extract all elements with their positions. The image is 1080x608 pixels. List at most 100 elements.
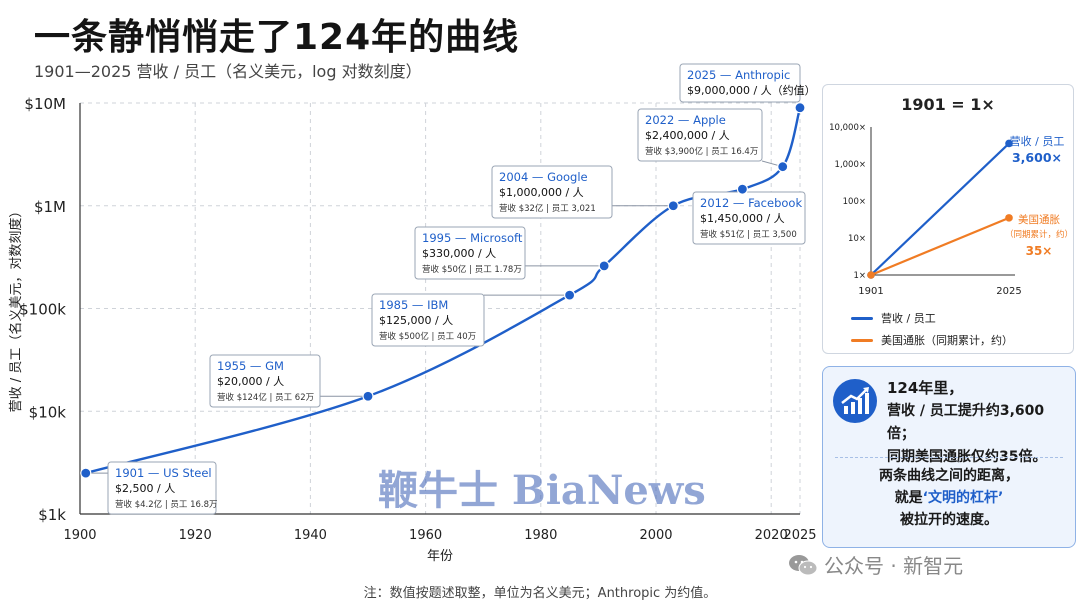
summary-line-2: 营收 / 员工提升约3,600倍； [887, 403, 1045, 442]
quote-line-3: 被拉开的速度。 [900, 512, 998, 528]
legend-swatch-orange [851, 338, 873, 342]
y-tick-label: $1M [34, 198, 66, 216]
main-chart: $1k $10k $100k $1M $10M 1900 1920 1940 1960 1980 2… [8, 63, 817, 564]
y-tick-label: $10k [29, 403, 67, 421]
annotation-box [371, 293, 485, 347]
inset-x-tick-label: 2025 [996, 286, 1021, 297]
footnote: 注：数值按题述取整，单位为名义美元；Anthropic 为约值。 [363, 586, 717, 601]
x-tick-label: 1960 [409, 528, 442, 543]
inset-y-tick-label: 100× [843, 197, 866, 207]
legend-swatch-blue [851, 316, 873, 320]
inset-end-value: 35× [1026, 244, 1053, 258]
data-point [598, 260, 610, 272]
data-point [777, 161, 789, 173]
inset-y-tick-label: 1,000× [835, 160, 866, 170]
annotation-detail: 营收 $3,900亿 | 员工 16.4万 [645, 146, 758, 157]
inset-series-line [870, 216, 1010, 277]
summary-quote: 两条曲线之间的距离， 就是‘文明的杠杆’ 被拉开的速度。 [823, 465, 1075, 531]
y-axis-label: 营收 / 员工（名义美元，对数刻度） [8, 205, 24, 413]
annotation-title: 1985 — IBM [379, 298, 448, 312]
summary-line-1: 124年里， [887, 379, 964, 397]
annotation-value: $1,450,000 / 人 [700, 212, 785, 225]
inset-data-point [1005, 139, 1013, 148]
inset-panel: 1901 = 1× 1× 10× 100× 1,000× 10,000× 1901 2025… [822, 84, 1074, 354]
page-subtitle: 1901—2025 营收 / 员工（名义美元，log 对数刻度） [34, 62, 422, 81]
inset-end-value: 3,600× [1012, 150, 1062, 165]
annotation-title: 2025 — Anthropic [687, 68, 790, 82]
inset-end-label: 美国通胀 [1018, 213, 1060, 226]
series-line [85, 107, 802, 475]
annotation-box [637, 108, 763, 162]
annotation-value: $9,000,000 / 人（约值） [687, 84, 816, 97]
annotation-title: 1995 — Microsoft [422, 231, 523, 245]
annotation-value: $20,000 / 人 [217, 375, 284, 388]
watermark: 鞭牛士 BiaNews [378, 467, 706, 514]
x-tick-label: 2020 [755, 528, 788, 543]
legend-item-revenue: 营收 / 员工 [851, 307, 1013, 329]
y-tick-label: $10M [24, 95, 66, 113]
summary-box: 124年里， 营收 / 员工提升约3,600倍； 同期美国通胀仅约35倍。 两条… [822, 366, 1076, 548]
annotation-title: 2022 — Apple [645, 113, 726, 127]
x-tick-label: 1900 [63, 528, 96, 543]
inset-end-sublabel: （同期累计，约） [1005, 229, 1073, 240]
wechat-credit: 公众号 · 新智元 [788, 550, 963, 579]
inset-y-tick-label: 1× [853, 271, 866, 281]
quote-prefix: 就是 [894, 490, 923, 506]
inset-series-line [870, 142, 1010, 276]
inset-y-tick-label: 10,000× [829, 123, 866, 133]
annotation-detail: 营收 $500亿 | 员工 40万 [379, 331, 476, 342]
x-tick-label: 1980 [524, 528, 557, 543]
data-point [736, 183, 749, 195]
annotation-title: 2012 — Facebook [700, 196, 802, 210]
data-point [794, 102, 806, 114]
summary-divider [835, 457, 1063, 458]
inset-x-tick-label: 1901 [858, 286, 883, 297]
data-point [563, 289, 576, 301]
annotation-detail: 营收 $50亿 | 员工 1.78万 [422, 264, 522, 275]
annotation-box [692, 191, 806, 245]
wechat-icon [788, 553, 818, 577]
annotation-detail: 营收 $51亿 | 员工 3,500 [700, 229, 797, 240]
data-point [667, 200, 679, 212]
data-point [362, 390, 374, 402]
inset-data-point [1005, 214, 1013, 222]
quote-highlight: ‘文明的杠杆’ [922, 490, 1004, 506]
annotation-box [491, 165, 613, 219]
inset-y-tick-label: 10× [848, 234, 866, 244]
inset-end-label: 营收 / 员工 [1010, 134, 1065, 148]
page-title: 一条静悄悄走了124年的曲线 [34, 17, 520, 58]
data-point [80, 467, 92, 479]
annotation-box [209, 354, 321, 408]
x-tick-label: 1940 [294, 528, 327, 543]
inset-chart: 1× 10× 100× 1,000× 10,000× 1901 2025 营收 / 员工 3,6… [829, 123, 1073, 297]
annotation-detail: 营收 $124亿 | 员工 62万 [217, 392, 314, 403]
x-tick-label: 2025 [783, 528, 816, 543]
annotation-title: 2004 — Google [499, 170, 588, 184]
legend-item-inflation: 美国通胀（同期累计，约） [851, 329, 1013, 351]
annotation-value: $330,000 / 人 [422, 247, 496, 260]
annotation-title: 1901 — US Steel [115, 466, 212, 480]
x-axis-label: 年份 [427, 549, 453, 564]
x-tick-label: 2000 [639, 528, 672, 543]
bar-growth-icon [833, 379, 877, 423]
legend-label-revenue: 营收 / 员工 [881, 312, 936, 325]
wechat-label: 公众号 · 新智元 [824, 554, 964, 578]
inset-title: 1901 = 1× [901, 95, 995, 114]
annotation-value: $125,000 / 人 [379, 314, 453, 327]
summary-text: 124年里， 营收 / 员工提升约3,600倍； 同期美国通胀仅约35倍。 [887, 377, 1071, 469]
y-tick-label: $100k [19, 301, 66, 319]
annotation-value: $1,000,000 / 人 [499, 186, 584, 199]
inset-legend: 营收 / 员工 美国通胀（同期累计，约） [851, 307, 1013, 351]
x-tick-label: 1920 [179, 528, 212, 543]
annotation-box [679, 63, 801, 103]
inset-data-point [867, 271, 875, 279]
y-tick-label: $1k [38, 506, 66, 524]
annotation-detail: 营收 $32亿 | 员工 3,021 [499, 203, 596, 214]
annotation-value: $2,400,000 / 人 [645, 129, 730, 142]
annotation-value: $2,500 / 人 [115, 482, 175, 495]
annotation-title: 1955 — GM [217, 359, 284, 373]
annotation-detail: 营收 $4.2亿 | 员工 16.8万 [115, 499, 218, 510]
annotation-box [414, 226, 526, 280]
legend-label-inflation: 美国通胀（同期累计，约） [881, 334, 1013, 347]
quote-line-2: 就是‘文明的杠杆’ [823, 487, 1075, 509]
